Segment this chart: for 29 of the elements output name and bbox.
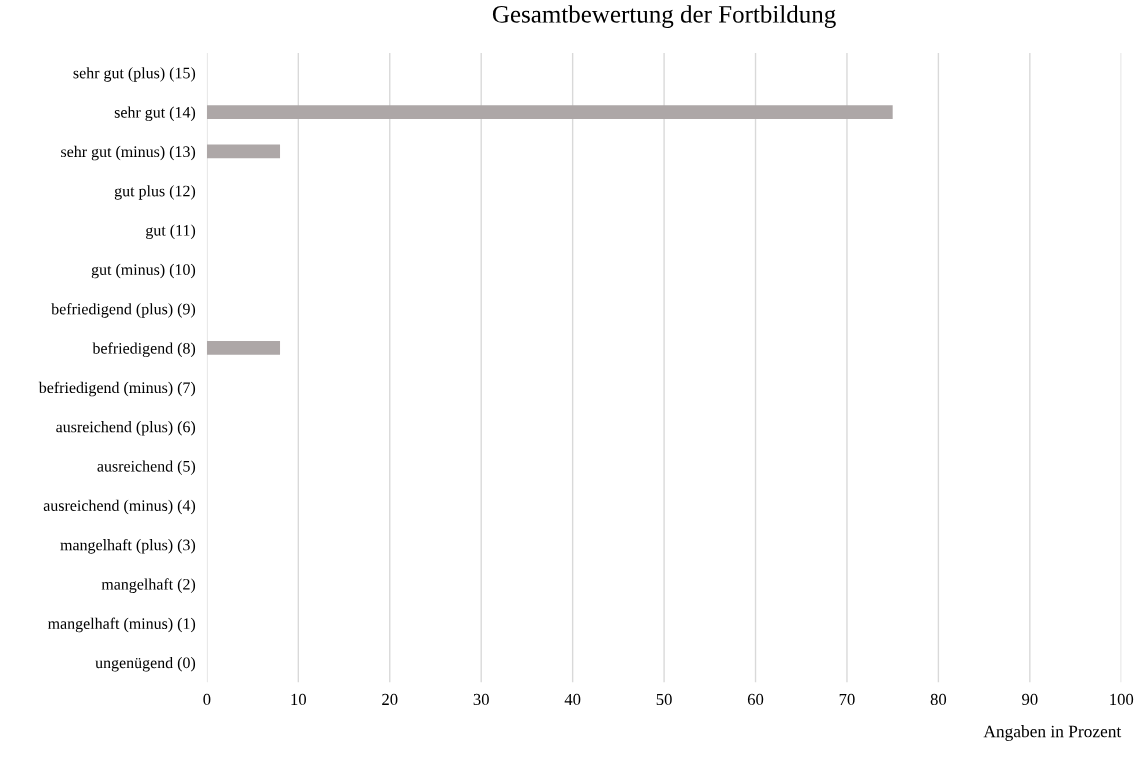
y-tick-label: sehr gut (minus) (13) <box>61 145 196 161</box>
x-tick-label: 40 <box>564 693 581 706</box>
y-tick-label: gut (minus) (10) <box>91 263 196 279</box>
y-tick-label: sehr gut (14) <box>114 106 196 122</box>
y-tick-label: mangelhaft (2) <box>101 578 196 593</box>
y-tick-label: ausreichend (plus) (6) <box>56 421 196 436</box>
x-tick-label: 100 <box>1110 693 1134 706</box>
x-axis-title: Angaben in Prozent <box>983 725 1122 741</box>
y-tick-label: gut (11) <box>146 224 196 239</box>
y-tick-label: ausreichend (minus) (4) <box>43 499 196 515</box>
y-tick-label: befriedigend (plus) (9) <box>51 303 196 318</box>
y-tick-label: gut plus (12) <box>114 185 196 200</box>
x-tick-label: 90 <box>1022 693 1038 706</box>
x-tick-label: 0 <box>203 693 211 706</box>
y-tick-label: ungenügend (0) <box>95 657 196 672</box>
y-tick-label: sehr gut (plus) (15) <box>73 67 196 82</box>
x-tick-label: 10 <box>291 693 307 706</box>
y-tick-label: befriedigend (8) <box>92 342 196 358</box>
y-tick-label: mangelhaft (minus) (1) <box>47 617 196 633</box>
y-tick-label: befriedigend (minus) (7) <box>38 381 196 397</box>
x-tick-label: 70 <box>839 693 855 706</box>
chart-title: Gesamtbewertung der Fortbildung <box>492 5 836 28</box>
x-tick-label: 20 <box>382 693 398 706</box>
x-tick-label: 50 <box>656 693 672 706</box>
x-tick-label: 30 <box>473 693 489 706</box>
y-tick-label: ausreichend (5) <box>97 460 196 475</box>
y-tick-label: mangelhaft (plus) (3) <box>60 538 196 554</box>
x-tick-label: 80 <box>930 693 947 706</box>
x-tick-label: 60 <box>747 693 764 706</box>
